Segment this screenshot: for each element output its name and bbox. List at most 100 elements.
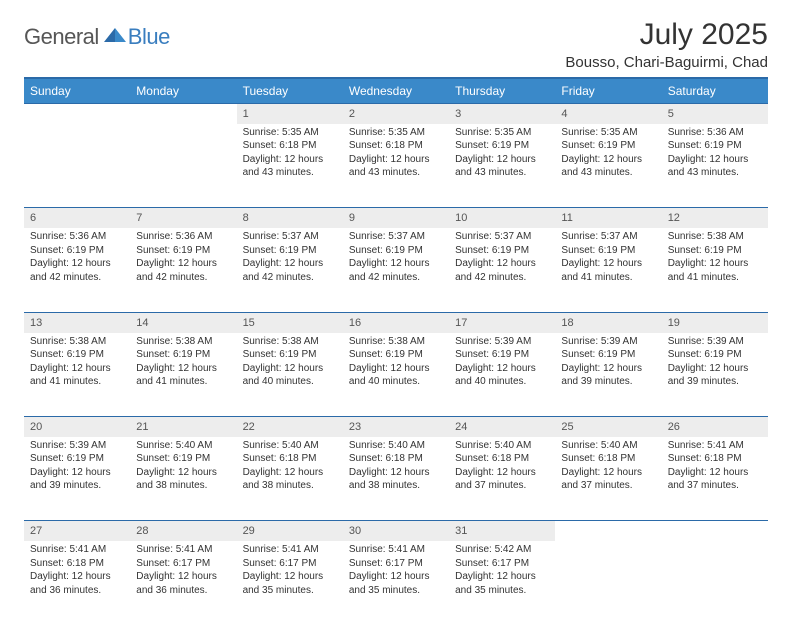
dayname-header: Friday <box>555 78 661 104</box>
dayname-header: Monday <box>130 78 236 104</box>
daynum-cell: 30 <box>343 521 449 541</box>
day-cell: Sunrise: 5:37 AMSunset: 6:19 PMDaylight:… <box>449 228 555 312</box>
daynum-empty <box>130 104 236 124</box>
sunrise-text: Sunrise: 5:41 AM <box>30 543 124 557</box>
daynum-cell: 28 <box>130 521 236 541</box>
dayname-header: Sunday <box>24 78 130 104</box>
daynum-cell: 22 <box>237 417 343 437</box>
logo-text-general: General <box>24 24 99 50</box>
month-title: July 2025 <box>565 18 768 52</box>
day-cell: Sunrise: 5:40 AMSunset: 6:18 PMDaylight:… <box>237 437 343 521</box>
daynum-cell: 17 <box>449 312 555 332</box>
daynum-cell: 27 <box>24 521 130 541</box>
sunrise-text: Sunrise: 5:37 AM <box>561 230 655 244</box>
sunrise-text: Sunrise: 5:35 AM <box>455 126 549 140</box>
sunset-text: Sunset: 6:19 PM <box>349 244 443 258</box>
sunrise-text: Sunrise: 5:35 AM <box>561 126 655 140</box>
sunrise-text: Sunrise: 5:37 AM <box>349 230 443 244</box>
sunrise-text: Sunrise: 5:38 AM <box>243 335 337 349</box>
daylight-text: Daylight: 12 hours and 37 minutes. <box>455 466 549 493</box>
daynum-cell: 4 <box>555 104 661 124</box>
day-cell: Sunrise: 5:39 AMSunset: 6:19 PMDaylight:… <box>24 437 130 521</box>
daynum-cell: 7 <box>130 208 236 228</box>
daynum-row: 20212223242526 <box>24 417 768 437</box>
sunrise-text: Sunrise: 5:38 AM <box>30 335 124 349</box>
daylight-text: Daylight: 12 hours and 38 minutes. <box>243 466 337 493</box>
day-cell: Sunrise: 5:41 AMSunset: 6:18 PMDaylight:… <box>662 437 768 521</box>
daylight-text: Daylight: 12 hours and 42 minutes. <box>455 257 549 284</box>
sunrise-text: Sunrise: 5:35 AM <box>349 126 443 140</box>
daylight-text: Daylight: 12 hours and 38 minutes. <box>349 466 443 493</box>
content-row: Sunrise: 5:39 AMSunset: 6:19 PMDaylight:… <box>24 437 768 521</box>
daylight-text: Daylight: 12 hours and 43 minutes. <box>668 153 762 180</box>
sunrise-text: Sunrise: 5:39 AM <box>30 439 124 453</box>
daynum-row: 2728293031 <box>24 521 768 541</box>
sunset-text: Sunset: 6:18 PM <box>349 452 443 466</box>
sunset-text: Sunset: 6:17 PM <box>349 557 443 571</box>
day-cell: Sunrise: 5:36 AMSunset: 6:19 PMDaylight:… <box>130 228 236 312</box>
daylight-text: Daylight: 12 hours and 41 minutes. <box>668 257 762 284</box>
daynum-cell: 24 <box>449 417 555 437</box>
sunset-text: Sunset: 6:18 PM <box>349 139 443 153</box>
daynum-cell: 10 <box>449 208 555 228</box>
sunrise-text: Sunrise: 5:37 AM <box>243 230 337 244</box>
daynum-cell: 16 <box>343 312 449 332</box>
sunrise-text: Sunrise: 5:39 AM <box>668 335 762 349</box>
dayname-row: SundayMondayTuesdayWednesdayThursdayFrid… <box>24 78 768 104</box>
daylight-text: Daylight: 12 hours and 35 minutes. <box>243 570 337 597</box>
daylight-text: Daylight: 12 hours and 42 minutes. <box>243 257 337 284</box>
day-cell: Sunrise: 5:38 AMSunset: 6:19 PMDaylight:… <box>237 333 343 417</box>
day-cell: Sunrise: 5:38 AMSunset: 6:19 PMDaylight:… <box>343 333 449 417</box>
sunrise-text: Sunrise: 5:41 AM <box>349 543 443 557</box>
daynum-cell: 15 <box>237 312 343 332</box>
sunrise-text: Sunrise: 5:40 AM <box>136 439 230 453</box>
daylight-text: Daylight: 12 hours and 39 minutes. <box>30 466 124 493</box>
sunrise-text: Sunrise: 5:40 AM <box>349 439 443 453</box>
day-cell: Sunrise: 5:37 AMSunset: 6:19 PMDaylight:… <box>237 228 343 312</box>
sunrise-text: Sunrise: 5:38 AM <box>349 335 443 349</box>
sunset-text: Sunset: 6:17 PM <box>136 557 230 571</box>
daylight-text: Daylight: 12 hours and 37 minutes. <box>668 466 762 493</box>
daynum-empty <box>662 521 768 541</box>
daynum-cell: 1 <box>237 104 343 124</box>
daynum-cell: 3 <box>449 104 555 124</box>
daynum-empty <box>555 521 661 541</box>
daynum-cell: 12 <box>662 208 768 228</box>
daynum-cell: 5 <box>662 104 768 124</box>
sunset-text: Sunset: 6:18 PM <box>561 452 655 466</box>
sunrise-text: Sunrise: 5:41 AM <box>136 543 230 557</box>
sunset-text: Sunset: 6:18 PM <box>30 557 124 571</box>
day-cell: Sunrise: 5:42 AMSunset: 6:17 PMDaylight:… <box>449 541 555 625</box>
sunset-text: Sunset: 6:19 PM <box>30 348 124 362</box>
day-cell-empty <box>555 541 661 625</box>
daylight-text: Daylight: 12 hours and 38 minutes. <box>136 466 230 493</box>
daylight-text: Daylight: 12 hours and 42 minutes. <box>349 257 443 284</box>
day-cell: Sunrise: 5:36 AMSunset: 6:19 PMDaylight:… <box>24 228 130 312</box>
daylight-text: Daylight: 12 hours and 36 minutes. <box>136 570 230 597</box>
sunrise-text: Sunrise: 5:41 AM <box>243 543 337 557</box>
sunrise-text: Sunrise: 5:36 AM <box>668 126 762 140</box>
day-cell: Sunrise: 5:39 AMSunset: 6:19 PMDaylight:… <box>555 333 661 417</box>
sunset-text: Sunset: 6:19 PM <box>136 348 230 362</box>
dayname-header: Saturday <box>662 78 768 104</box>
daylight-text: Daylight: 12 hours and 36 minutes. <box>30 570 124 597</box>
day-cell: Sunrise: 5:40 AMSunset: 6:19 PMDaylight:… <box>130 437 236 521</box>
day-cell: Sunrise: 5:41 AMSunset: 6:18 PMDaylight:… <box>24 541 130 625</box>
day-cell: Sunrise: 5:35 AMSunset: 6:19 PMDaylight:… <box>449 124 555 208</box>
daylight-text: Daylight: 12 hours and 37 minutes. <box>561 466 655 493</box>
sunset-text: Sunset: 6:17 PM <box>455 557 549 571</box>
day-cell: Sunrise: 5:39 AMSunset: 6:19 PMDaylight:… <box>662 333 768 417</box>
location-text: Bousso, Chari-Baguirmi, Chad <box>565 54 768 71</box>
daylight-text: Daylight: 12 hours and 41 minutes. <box>136 362 230 389</box>
sunset-text: Sunset: 6:19 PM <box>668 348 762 362</box>
sunset-text: Sunset: 6:19 PM <box>561 244 655 258</box>
daylight-text: Daylight: 12 hours and 40 minutes. <box>243 362 337 389</box>
sunrise-text: Sunrise: 5:42 AM <box>455 543 549 557</box>
content-row: Sunrise: 5:35 AMSunset: 6:18 PMDaylight:… <box>24 124 768 208</box>
day-cell: Sunrise: 5:41 AMSunset: 6:17 PMDaylight:… <box>130 541 236 625</box>
logo-text-blue: Blue <box>128 24 170 50</box>
daynum-row: 12345 <box>24 104 768 124</box>
logo: General Blue <box>24 24 170 50</box>
day-cell: Sunrise: 5:41 AMSunset: 6:17 PMDaylight:… <box>237 541 343 625</box>
daynum-cell: 14 <box>130 312 236 332</box>
